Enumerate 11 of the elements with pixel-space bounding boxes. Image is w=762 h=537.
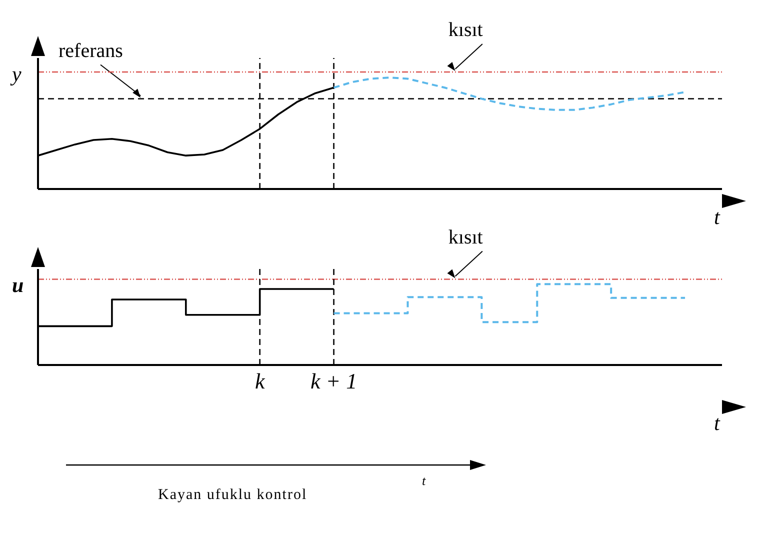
ref-line-label: kısıt bbox=[448, 226, 484, 248]
ref-line-label: kısıt bbox=[448, 19, 484, 42]
x-tick-label: k bbox=[254, 368, 266, 394]
text: Kayan ufuklu kontrol bbox=[158, 487, 308, 504]
x-tick-label: k + 1 bbox=[310, 368, 358, 394]
x-axis-title: t bbox=[714, 205, 720, 230]
y-axis-title: y bbox=[12, 62, 22, 87]
x-axis-title: t bbox=[714, 411, 720, 436]
legend-label: referans bbox=[58, 40, 124, 62]
text: t bbox=[422, 473, 426, 489]
y-axis-title: u bbox=[12, 273, 24, 298]
